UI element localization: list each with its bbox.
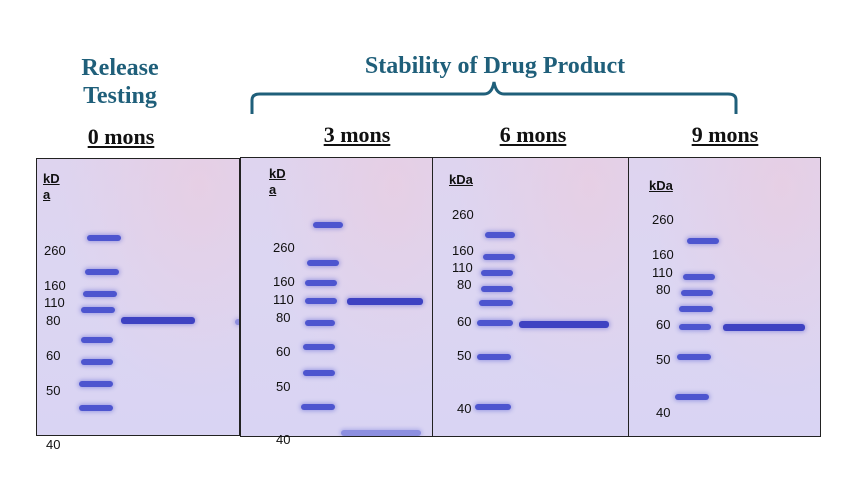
marker-label: 260 <box>652 212 674 227</box>
marker-label: 80 <box>276 310 291 325</box>
marker-label: 110 <box>44 295 65 310</box>
marker-label: 160 <box>652 247 674 262</box>
marker-label: 40 <box>46 437 61 452</box>
ladder-band <box>305 320 335 326</box>
marker-label: 110 <box>273 292 294 307</box>
ladder-band <box>683 274 715 280</box>
ladder-band <box>81 337 113 343</box>
ladder-band <box>303 344 335 350</box>
marker-label: 160 <box>44 278 66 293</box>
ladder-band <box>687 238 719 244</box>
marker-label: 40 <box>276 432 291 447</box>
marker-label: 260 <box>452 207 474 222</box>
marker-label: 80 <box>457 277 472 292</box>
marker-label: 160 <box>452 243 474 258</box>
marker-label: 40 <box>457 401 472 416</box>
marker-label: 60 <box>46 348 61 363</box>
gel-panel-6-mons: kDa <box>432 157 629 437</box>
gel-panel-0-mons: kD a <box>36 158 240 436</box>
ladder-band <box>313 222 343 228</box>
marker-label: 60 <box>656 317 671 332</box>
ladder-band <box>79 405 113 411</box>
ladder-band <box>477 354 511 360</box>
time-label-6: 6 mons <box>499 122 567 147</box>
ladder-band <box>87 235 121 241</box>
stability-header: Stability of Drug Product <box>364 53 626 79</box>
ladder-band <box>79 381 113 387</box>
edge-band <box>235 319 239 325</box>
time-label-0: 0 mons <box>87 124 155 149</box>
marker-label: 260 <box>44 243 66 258</box>
ladder-band <box>475 404 511 410</box>
ladder-band <box>307 260 339 266</box>
bottom-band <box>341 430 421 436</box>
ladder-band <box>301 404 335 410</box>
ladder-band <box>303 370 335 376</box>
marker-label: 260 <box>273 240 295 255</box>
ladder-band <box>305 280 337 286</box>
ladder-band <box>85 269 119 275</box>
ladder-band <box>479 300 513 306</box>
marker-label: 80 <box>46 313 61 328</box>
ladder-band <box>305 298 337 304</box>
marker-label: 110 <box>452 260 473 275</box>
sample-band <box>723 324 805 331</box>
marker-label: 50 <box>656 352 671 367</box>
ladder-band <box>677 354 711 360</box>
marker-label: 40 <box>656 405 671 420</box>
marker-label: 50 <box>276 379 291 394</box>
marker-label: 50 <box>46 383 61 398</box>
time-label-3: 3 mons <box>323 122 391 147</box>
ladder-band <box>81 307 115 313</box>
gel-panel-9-mons: kDa <box>628 157 821 437</box>
marker-label: 50 <box>457 348 472 363</box>
kda-unit-label: kDa <box>649 178 673 193</box>
sample-band <box>347 298 423 305</box>
marker-label: 110 <box>652 265 673 280</box>
ladder-band <box>83 291 117 297</box>
marker-label: 60 <box>457 314 472 329</box>
ladder-band <box>679 306 713 312</box>
ladder-band <box>675 394 709 400</box>
ladder-band <box>481 286 513 292</box>
sample-band <box>519 321 609 328</box>
ladder-band <box>477 320 513 326</box>
marker-label: 60 <box>276 344 291 359</box>
sample-band <box>121 317 195 324</box>
ladder-band <box>481 270 513 276</box>
marker-label: 80 <box>656 282 671 297</box>
marker-label: 160 <box>273 274 295 289</box>
kda-unit-label: kDa <box>449 172 473 187</box>
time-label-9: 9 mons <box>691 122 759 147</box>
kda-unit-label: kD a <box>43 171 60 202</box>
ladder-band <box>681 290 713 296</box>
ladder-band <box>81 359 113 365</box>
release-testing-header: Release Testing <box>81 55 159 109</box>
stability-bracket <box>250 81 738 114</box>
gel-panel-3-mons: kD a <box>240 157 433 437</box>
ladder-band <box>679 324 711 330</box>
ladder-band <box>485 232 515 238</box>
kda-unit-label: kD a <box>269 166 286 197</box>
ladder-band <box>483 254 515 260</box>
